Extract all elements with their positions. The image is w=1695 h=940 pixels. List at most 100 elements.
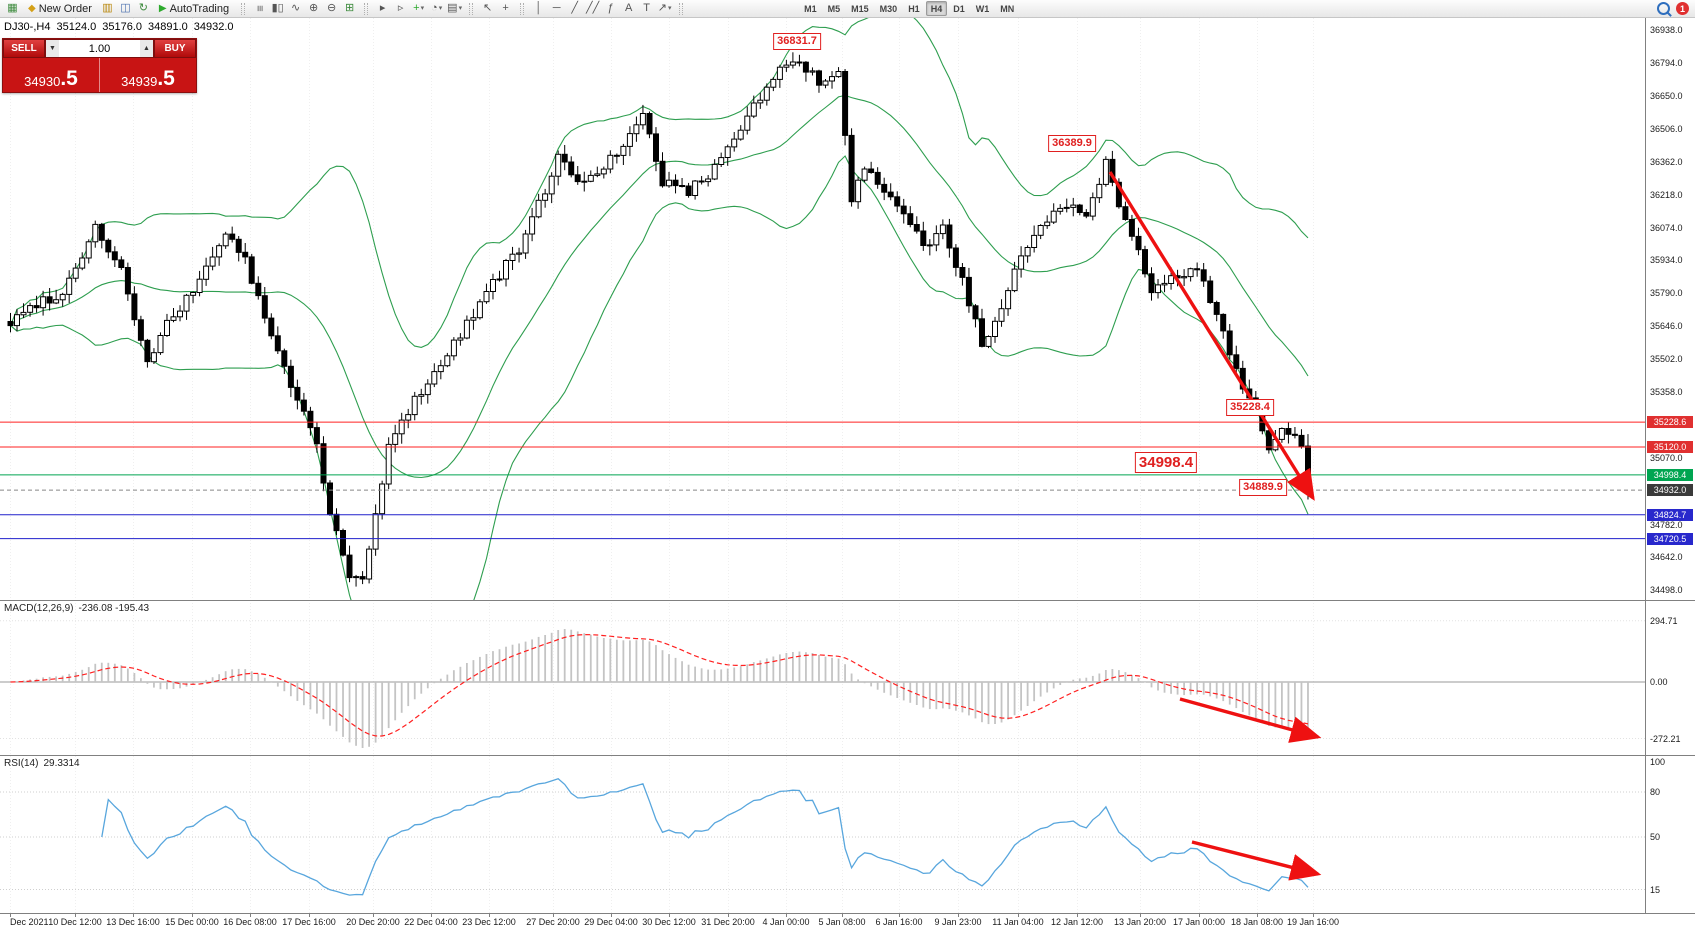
timeframe-m30[interactable]: M30 — [875, 1, 903, 16]
new-order-button-label: New Order — [38, 2, 92, 15]
zoom-in-icon[interactable]: ⊕ — [305, 1, 322, 17]
candlestick-chart-type-icon-glyph: ▮▯ — [271, 2, 284, 14]
horizontal-line-icon-glyph: ─ — [552, 2, 561, 14]
crosshair-icon-glyph: + — [502, 2, 509, 14]
search-icon[interactable] — [1657, 2, 1670, 15]
equidistant-channel-icon-glyph: ╱╱ — [586, 2, 600, 14]
volume-increase-button[interactable]: ▲ — [140, 40, 153, 57]
arrows-dropdown-icon[interactable]: ▾ — [667, 5, 672, 12]
vertical-line-icon[interactable]: │ — [530, 1, 547, 17]
indicators-icon-glyph: + — [413, 2, 420, 14]
crosshair-icon[interactable]: + — [497, 1, 514, 17]
refresh-icon[interactable]: ↻ — [135, 1, 152, 17]
toolbar-group: │ ─ ╱ ╱╱ ƒ A T ↗ ▾ — [530, 1, 673, 17]
equidistant-channel-icon[interactable]: ╱╱ — [584, 1, 601, 17]
trend-arrow — [1108, 171, 1315, 501]
periods-icon-glyph: ◔ — [431, 2, 438, 14]
indicators-icon[interactable]: + ▾ — [410, 1, 427, 17]
volume-control: ▼ ▲ — [45, 39, 154, 58]
chart-shift-icon[interactable]: ▹ — [392, 1, 409, 17]
horizontal-line-icon[interactable]: ─ — [548, 1, 565, 17]
sell-price-fraction: .5 — [60, 67, 78, 90]
timeframe-m15[interactable]: M15 — [846, 1, 874, 16]
timeframe-w1[interactable]: W1 — [971, 1, 995, 16]
new-chart-icon[interactable]: ▦ — [4, 1, 21, 17]
bar-chart-type-icon[interactable]: ≡ — [251, 1, 268, 17]
trendline-icon[interactable]: ╱ — [566, 1, 583, 17]
timeframe-mn[interactable]: MN — [995, 1, 1019, 16]
timeframe-m5[interactable]: M5 — [823, 1, 846, 16]
timeframe-m1[interactable]: M1 — [799, 1, 822, 16]
rsi-name: RSI(14) — [4, 758, 39, 769]
toolbar-group: ▸ ▹ + ▾ ◔ ▾ ▤ ▾ — [374, 1, 463, 17]
line-chart-type-icon-glyph: ∿ — [291, 2, 301, 14]
tile-windows-icon-glyph: ⊞ — [345, 2, 355, 14]
fibonacci-icon[interactable]: ƒ — [602, 1, 619, 17]
toolbar-grip — [364, 2, 369, 15]
rsi-panel[interactable] — [0, 777, 1645, 896]
new-chart-icon-glyph: ▦ — [7, 2, 18, 14]
sell-button[interactable]: SELL — [3, 39, 45, 58]
templates-icon-glyph: ▤ — [447, 2, 458, 14]
data-window-icon[interactable]: ◫ — [117, 1, 134, 17]
arrows-icon[interactable]: ↗ ▾ — [656, 1, 673, 17]
text-label-icon[interactable]: T — [638, 1, 655, 17]
buy-price[interactable]: 34939.5 — [100, 58, 196, 92]
autotrading-button-label: AutoTrading — [169, 2, 230, 15]
sell-price[interactable]: 34930.5 — [3, 58, 99, 92]
toolbar-grip — [679, 2, 684, 15]
notification-badge[interactable]: 1 — [1676, 2, 1689, 15]
toolbar-group: ↖ + — [479, 1, 514, 17]
vertical-line-icon-glyph: │ — [535, 2, 543, 14]
fibonacci-icon-glyph: ƒ — [607, 2, 614, 14]
timeframe-d1[interactable]: D1 — [948, 1, 970, 16]
rsi-indicator-label: RSI(14) 29.3314 — [4, 758, 85, 769]
periods-icon[interactable]: ◔ ▾ — [428, 1, 445, 17]
text-label-icon-glyph: T — [643, 2, 650, 14]
main-toolbar: ▦ ◆ New Order ▥ ◫ ↻ ▶ AutoTrading ≡ ▮▯ ∿ ⊕ ⊖ ⊞ ▸ ▹ + ▾ ◔ ▾ ▤… — [0, 0, 1695, 18]
auto-scroll-icon-glyph: ▸ — [379, 2, 386, 14]
autotrading-button[interactable]: ▶ AutoTrading — [153, 1, 235, 17]
ohlc-close: 34932.0 — [193, 21, 234, 33]
toolbar-grip — [241, 2, 246, 15]
ohlc-low: 34891.0 — [148, 21, 188, 33]
zoom-in-icon-glyph: ⊕ — [309, 2, 319, 14]
one-click-controls: SELL ▼ ▲ BUY — [3, 39, 196, 58]
volume-input[interactable] — [59, 40, 140, 57]
templates-icon[interactable]: ▤ ▾ — [446, 1, 463, 17]
new-order-icon: ◆ — [28, 2, 36, 14]
rsi-value: 29.3314 — [43, 758, 80, 769]
toolbar-grip — [469, 2, 474, 15]
tile-windows-icon[interactable]: ⊞ — [341, 1, 358, 17]
price-divider — [99, 58, 100, 92]
cursor-icon[interactable]: ↖ — [479, 1, 496, 17]
macd-panel[interactable] — [0, 620, 1645, 748]
toolbar-grip — [520, 2, 525, 15]
auto-scroll-icon[interactable]: ▸ — [374, 1, 391, 17]
market-watch-icon[interactable]: ▥ — [99, 1, 116, 17]
text-icon[interactable]: A — [620, 1, 637, 17]
buy-price-main: 34939 — [121, 74, 158, 89]
timeframe-h1[interactable]: H1 — [903, 1, 925, 16]
new-order-button[interactable]: ◆ New Order — [22, 1, 98, 17]
templates-dropdown-icon[interactable]: ▾ — [458, 5, 463, 12]
arrows-icon-glyph: ↗ — [657, 2, 667, 14]
refresh-icon-glyph: ↻ — [138, 2, 148, 14]
ohlc-open: 35124.0 — [56, 21, 97, 33]
line-chart-type-icon[interactable]: ∿ — [287, 1, 304, 17]
zoom-out-icon[interactable]: ⊖ — [323, 1, 340, 17]
bar-chart-type-icon-glyph: ≡ — [254, 5, 267, 12]
macd-name: MACD(12,26,9) — [4, 603, 74, 614]
toolbar-group: ≡ ▮▯ ∿ ⊕ ⊖ ⊞ — [251, 1, 358, 17]
candlestick-chart-type-icon[interactable]: ▮▯ — [269, 1, 286, 17]
price-panel[interactable] — [0, 8, 1645, 641]
periods-dropdown-icon[interactable]: ▾ — [438, 5, 443, 12]
indicators-dropdown-icon[interactable]: ▾ — [420, 5, 425, 12]
timeframe-h4[interactable]: H4 — [925, 1, 948, 16]
buy-button[interactable]: BUY — [154, 39, 196, 58]
volume-decrease-button[interactable]: ▼ — [46, 40, 59, 57]
text-icon-glyph: A — [624, 2, 633, 14]
trendline-icon-glyph: ╱ — [571, 2, 578, 14]
chart-shift-icon-glyph: ▹ — [397, 2, 404, 14]
